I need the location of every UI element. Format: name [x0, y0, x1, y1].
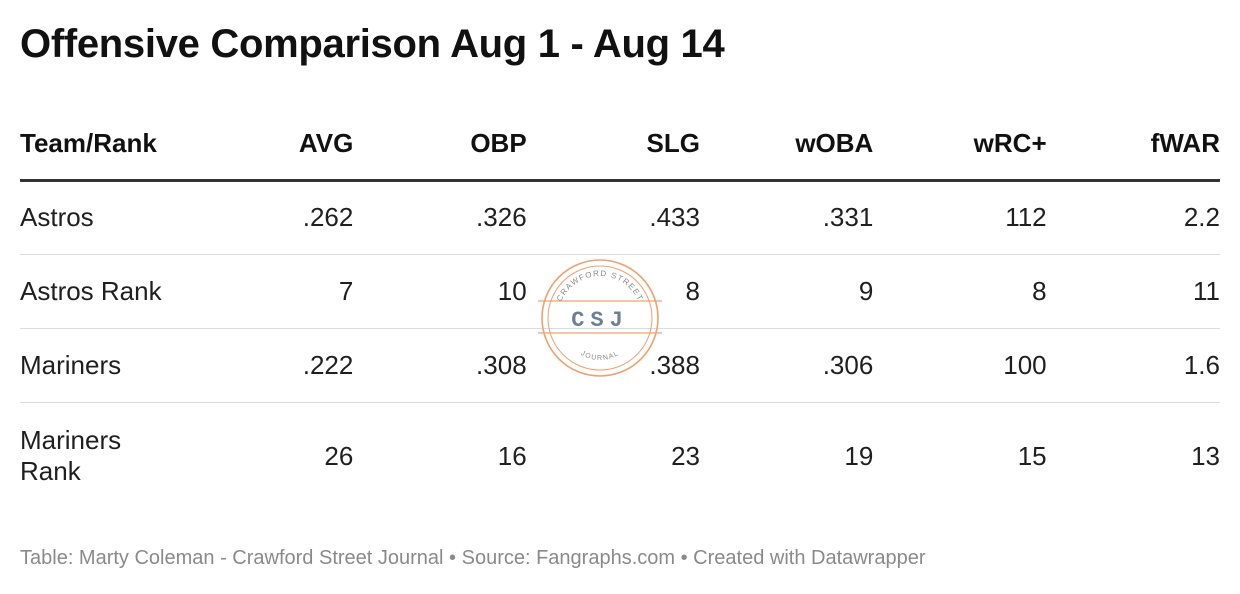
- column-header: wRC+: [873, 108, 1047, 182]
- table-row: Mariners Rank 26 16 23 19 15 13: [20, 402, 1220, 510]
- team-label-cell: Astros Rank: [20, 254, 180, 329]
- watermark-bottom-text: JOURNAL: [580, 350, 621, 362]
- column-header: fWAR: [1046, 108, 1220, 182]
- stat-cell: 10: [353, 254, 527, 329]
- stat-cell: 15: [1017, 440, 1047, 471]
- chart-title: Offensive Comparison Aug 1 - Aug 14: [20, 22, 725, 66]
- table-row: Astros .262.326.433.331 112 2.2: [20, 180, 1220, 255]
- watermark-outer-ring: [541, 259, 659, 377]
- stat-cell: .222: [180, 328, 354, 403]
- column-header: Team/Rank: [20, 108, 180, 182]
- stat-cell: .308: [353, 328, 527, 403]
- stat-cell: 19: [844, 440, 874, 471]
- watermark-monogram: CSJ: [571, 308, 629, 333]
- team-label-cell: Astros: [20, 180, 180, 255]
- stat-cell: 9: [699, 254, 874, 329]
- stat-cell: 2.2: [1046, 180, 1220, 255]
- stat-cell: 23: [671, 440, 700, 471]
- column-header: AVG: [180, 108, 354, 182]
- stat-cell: .326: [353, 180, 527, 255]
- column-header: SLG: [526, 108, 700, 182]
- team-label-cell: Mariners: [20, 328, 180, 403]
- watermark-top-text: CRAWFORD STREET: [555, 269, 645, 303]
- stat-cell: 1.6: [1046, 328, 1220, 403]
- stat-cell: 8: [873, 254, 1047, 329]
- stat-cell: .388: [526, 328, 700, 403]
- stat-cell: .331: [699, 180, 874, 255]
- table-row: Mariners .222.308.388.306 100 1.6: [20, 328, 1220, 403]
- header-row: Team/Rank AVG OBP SLG wOBA wRC+ fWAR: [20, 108, 1220, 182]
- stats-table: Team/Rank AVG OBP SLG wOBA wRC+ fWAR Astros .26…: [20, 108, 1220, 510]
- stat-cell: 13: [1191, 440, 1220, 471]
- csj-watermark-logo: CRAWFORD STREET CSJ JOURNAL: [538, 259, 662, 377]
- watermark-inner-ring: [547, 265, 653, 371]
- stat-cell: 7: [180, 254, 354, 329]
- table-body: Astros .262.326.433.331 112 2.2 Astros Rank 7…: [20, 180, 1220, 510]
- stat-cell: 26: [324, 440, 354, 471]
- stat-cell: 11: [1046, 254, 1220, 329]
- source-footer: Table: Marty Coleman - Crawford Street J…: [20, 547, 926, 569]
- stat-cell: .262: [180, 180, 354, 255]
- stat-cell: .433: [526, 180, 700, 255]
- team-label-cell: Mariners Rank: [20, 425, 122, 487]
- stat-cell: 16: [497, 440, 527, 471]
- stat-cell: 100: [873, 328, 1047, 403]
- column-header: OBP: [353, 108, 527, 182]
- stat-cell: 112: [873, 180, 1047, 255]
- table-row: Astros Rank 7 10 8 9 8 11: [20, 254, 1220, 329]
- column-header: wOBA: [699, 108, 874, 182]
- stat-cell: .306: [699, 328, 874, 403]
